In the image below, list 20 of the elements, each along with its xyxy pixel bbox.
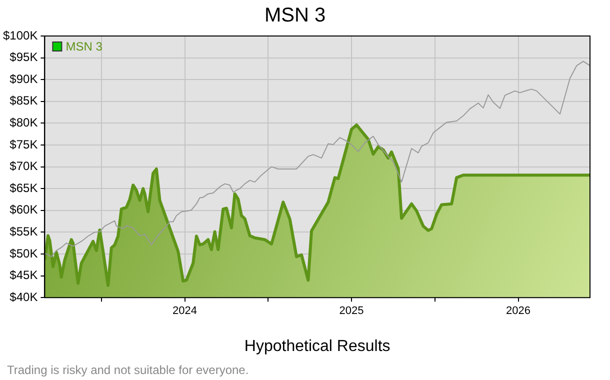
y-tick-label: $45K: [10, 268, 38, 282]
x-tick-label: 2025: [339, 305, 364, 318]
y-tick-label: $90K: [10, 72, 38, 86]
y-tick-label: $75K: [10, 137, 38, 152]
y-tick-label: $70K: [10, 159, 38, 174]
y-tick-label: $100K: [2, 28, 38, 42]
y-tick-label: $55K: [10, 224, 38, 239]
y-tick-label: $80K: [10, 116, 38, 130]
y-tick-label: $65K: [10, 180, 38, 195]
y-tick-label: $50K: [10, 246, 38, 260]
y-tick-label: $95K: [10, 50, 38, 64]
x-tick-label: 2026: [506, 305, 531, 318]
y-tick-label: $85K: [10, 94, 38, 108]
text: Trading is risky and not suitable for everyone.: [7, 363, 249, 377]
x-tick-label: 2024: [172, 305, 198, 318]
y-tick-label: $40K: [10, 290, 38, 304]
legend-label: MSN 3: [66, 39, 103, 54]
x-axis-title: Hypothetical Results: [244, 338, 390, 355]
chart-title: MSN 3: [264, 4, 326, 27]
y-tick-label: $60K: [10, 202, 38, 217]
